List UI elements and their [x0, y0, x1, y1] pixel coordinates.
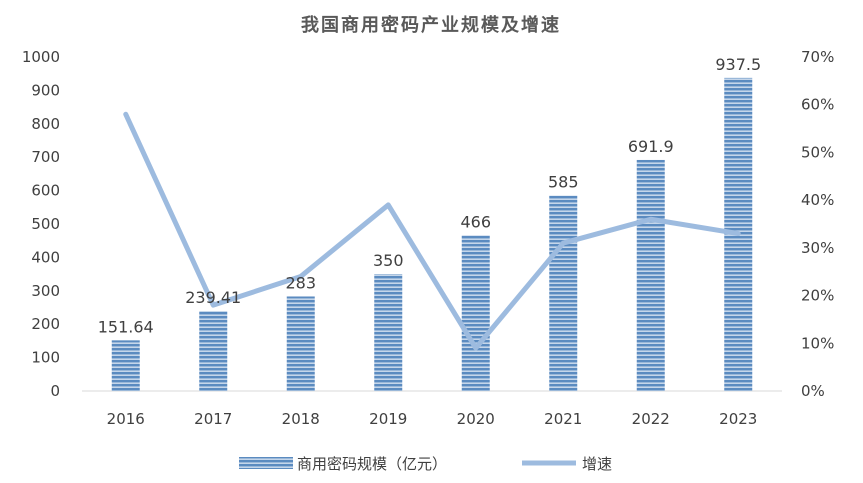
- bar-data-label: 151.64: [98, 317, 154, 336]
- left-tick-label: 300: [31, 282, 60, 300]
- right-tick-label: 10%: [801, 334, 834, 352]
- bar: [199, 311, 227, 391]
- left-tick-label: 100: [31, 349, 60, 367]
- left-tick-label: 900: [31, 81, 60, 99]
- right-tick-label: 0%: [801, 382, 825, 400]
- bar-series: [112, 78, 753, 391]
- left-tick-label: 0: [50, 382, 60, 400]
- legend-line-label: 增速: [582, 455, 612, 473]
- right-tick-label: 40%: [801, 191, 834, 209]
- left-tick-label: 500: [31, 215, 60, 233]
- bar-data-label: 283: [285, 273, 316, 292]
- right-tick-label: 60%: [801, 96, 834, 114]
- right-tick-label: 70%: [801, 48, 834, 66]
- right-tick-label: 20%: [801, 287, 834, 305]
- bar-data-label: 585: [548, 173, 579, 192]
- x-axis: 2016 2017 2018 2019 2020 2021 2022 2023: [107, 410, 758, 428]
- bar: [462, 235, 490, 391]
- bar: [112, 340, 140, 391]
- bar: [637, 160, 665, 391]
- bar-data-label: 937.5: [715, 55, 761, 74]
- x-tick-label: 2018: [282, 410, 320, 428]
- legend-bar-swatch: [239, 457, 293, 469]
- x-tick-label: 2020: [457, 410, 495, 428]
- x-tick-label: 2019: [369, 410, 407, 428]
- x-tick-label: 2016: [107, 410, 145, 428]
- x-tick-label: 2023: [719, 410, 757, 428]
- left-tick-label: 600: [31, 182, 60, 200]
- left-tick-label: 800: [31, 115, 60, 133]
- left-tick-label: 700: [31, 148, 60, 166]
- right-tick-label: 30%: [801, 239, 834, 257]
- bar: [287, 296, 315, 391]
- x-tick-label: 2017: [194, 410, 232, 428]
- bar-data-label: 466: [460, 212, 491, 231]
- right-tick-label: 50%: [801, 143, 834, 161]
- bar-data-label: 691.9: [628, 137, 674, 156]
- x-tick-label: 2021: [544, 410, 582, 428]
- legend-bar-label: 商用密码规模（亿元）: [297, 455, 447, 473]
- bar-data-label: 239.41: [185, 288, 241, 307]
- bar-data-label: 350: [373, 251, 404, 270]
- left-axis: 0 100 200 300 400 500 600 700 800 900 1000: [22, 48, 60, 400]
- bar: [374, 274, 402, 391]
- left-tick-label: 200: [31, 315, 60, 333]
- left-tick-label: 400: [31, 248, 60, 266]
- legend: 商用密码规模（亿元） 增速: [239, 455, 612, 473]
- x-tick-label: 2022: [632, 410, 670, 428]
- left-tick-label: 1000: [22, 48, 60, 66]
- right-axis: 0% 10% 20% 30% 40% 50% 60% 70%: [801, 48, 834, 400]
- chart-title: 我国商用密码产业规模及增速: [301, 14, 561, 36]
- bar: [549, 196, 577, 391]
